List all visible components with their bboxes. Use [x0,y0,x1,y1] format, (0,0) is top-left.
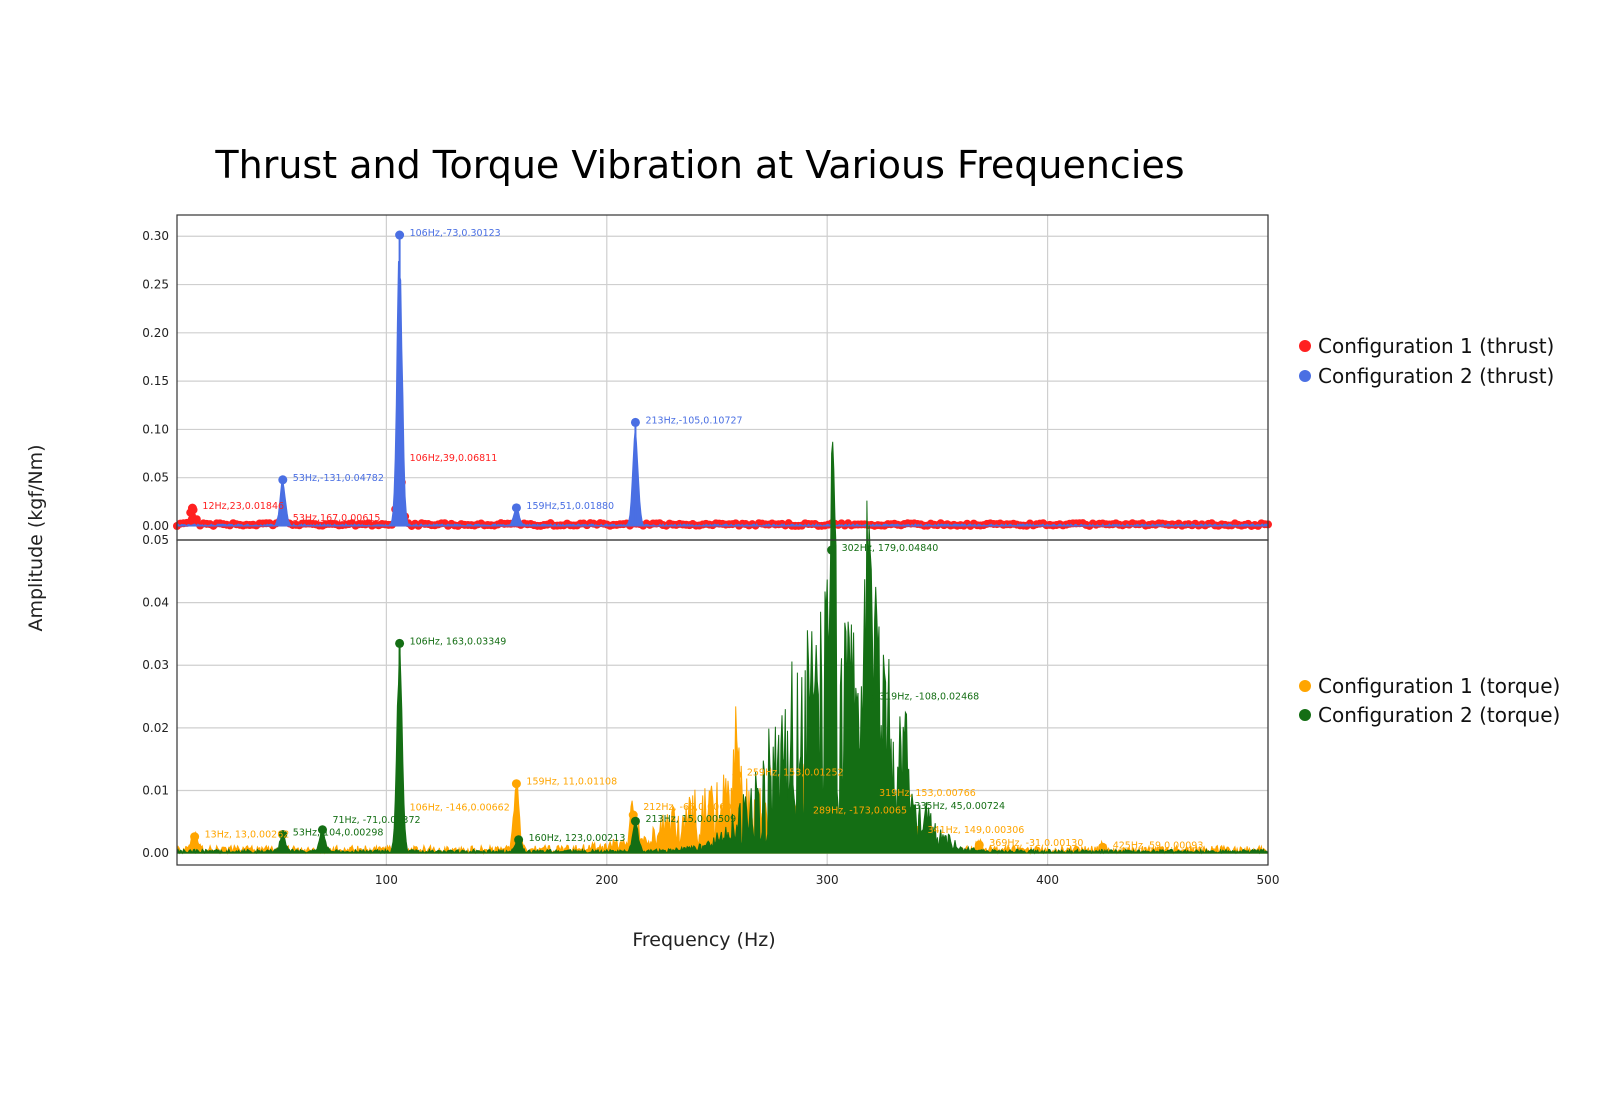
peak-marker [511,503,521,513]
peak-annotation: 106Hz,-73,0.30123 [410,228,501,239]
legend-marker [1299,340,1311,352]
peak-marker [974,840,984,850]
peak-marker [317,825,327,835]
peak-annotation: 425Hz, 59,0.00093 [1113,840,1204,851]
x-tick-label: 200 [595,873,618,887]
legend-marker [1299,370,1311,382]
x-axis-label: Frequency (Hz) [632,929,775,951]
y-tick-label: 0.04 [142,596,169,610]
peak-annotation: 369Hz, -31,0.00130 [989,838,1083,849]
y-tick-label: 0.03 [142,658,169,672]
y-tick-label: 0.00 [142,846,169,860]
spectrum-area [176,441,1269,855]
legend-item: Configuration 2 (thrust) [1299,364,1554,388]
peak-annotation: 12Hz,23,0.01846 [202,501,284,512]
torque-legend: Configuration 1 (torque) Configuration 2 … [1299,674,1560,727]
x-tick-label: 500 [1257,873,1280,887]
spectrum-area [176,261,1269,527]
peak-annotation: 53Hz, 104,0.00298 [293,827,384,838]
peak-annotation: 213Hz, 15,0.00509 [645,814,736,825]
peak-annotation: 159Hz,51,0.01880 [526,501,614,512]
peak-marker [732,770,742,780]
thrust-panel: 0.00 0.05 0.10 0.15 0.20 0.25 0.30 [142,214,1272,541]
peak-annotation: 212Hz, -66,0.00608 [643,802,737,813]
peak-marker [278,829,288,839]
peak-annotation: 159Hz, 11,0.01108 [526,777,617,788]
x-tick-label: 100 [375,873,398,887]
x-tick-label: 400 [1036,873,1059,887]
peak-annotation: 341Hz, 149,0.00306 [928,825,1025,836]
peak-annotation: 106Hz, 163,0.03349 [410,636,507,647]
y-tick-label: 0.10 [142,422,169,436]
peak-annotation: 53Hz,-131,0.04782 [293,473,384,484]
legend-item: Configuration 2 (torque) [1299,703,1560,727]
series-configuration-2-thrust- [176,230,1269,527]
y-tick-label: 0.30 [142,229,169,243]
y-tick-label: 0.25 [142,278,169,292]
peak-annotation: 213Hz,-105,0.10727 [645,415,742,426]
peak-annotation: 319Hz, -108,0.02468 [879,692,979,703]
legend-label: Configuration 1 (torque) [1318,674,1560,698]
y-tick-label: 0.15 [142,374,169,388]
peak-annotation: 302Hz, 179,0.04840 [842,543,939,554]
peak-annotation: 160Hz, 123,0.00213 [529,833,626,844]
axes-frame [176,539,1269,866]
peak-annotation: 13Hz, 13,0.00262 [205,830,290,841]
axes-frame [176,214,1269,541]
peak-marker [514,835,524,845]
legend-marker [1299,709,1311,721]
y-tick-label: 0.05 [142,471,169,485]
peak-marker [278,475,288,485]
peak-marker [511,779,521,789]
x-tick-label: 300 [816,873,839,887]
peak-marker [864,694,874,704]
peak-annotation: 53Hz,167,0.00615 [293,513,381,524]
peak-annotation: 289Hz, -173,0.0065 [813,805,907,816]
legend-item: Configuration 1 (thrust) [1299,334,1554,358]
thrust-legend: Configuration 1 (thrust) Configuration 2 … [1299,334,1554,388]
peak-marker [187,503,197,513]
legend-item: Configuration 1 (torque) [1299,674,1560,698]
peak-annotation: 106Hz, -146,0.00662 [410,803,510,814]
y-tick-label: 0.20 [142,326,169,340]
legend-marker [1299,680,1311,692]
chart-title: Thrust and Torque Vibration at Various F… [214,143,1184,187]
peak-annotation: 335Hz, 45,0.00724 [914,801,1005,812]
data-point [192,515,201,524]
peak-marker [395,638,405,648]
peak-marker [190,832,200,842]
peak-marker [899,803,909,813]
spectrum-area [176,706,1269,855]
y-tick-label: 0.00 [142,519,169,533]
y-tick-label: 0.02 [142,721,169,735]
y-tick-label: 0.05 [142,533,169,547]
legend-label: Configuration 1 (thrust) [1318,334,1554,358]
peak-annotation: 319Hz, 153,0.00766 [879,788,976,799]
peak-annotation: 106Hz,39,0.06811 [410,453,498,464]
peak-marker [395,230,405,240]
y-tick-label: 0.01 [142,783,169,797]
peak-annotation: 71Hz, -71,0.00372 [332,815,420,826]
legend-label: Configuration 2 (torque) [1318,703,1560,727]
series-configuration-2-torque- [176,441,1269,855]
peak-annotations: 12Hz,23,0.01846 53Hz,167,0.00615 106Hz,39,… [202,228,1203,851]
peak-marker [630,816,640,826]
y-axis-label: Amplitude (kgf/Nm) [25,444,47,631]
torque-panel: 100 200 300 400 500 0.00 0.01 0.02 0.03 0.04 0.05 [142,441,1280,887]
legend-label: Configuration 2 (thrust) [1318,364,1554,388]
peak-marker [827,545,837,555]
peak-marker [630,417,640,427]
peak-annotation: 259Hz, 153,0.01252 [747,768,844,779]
